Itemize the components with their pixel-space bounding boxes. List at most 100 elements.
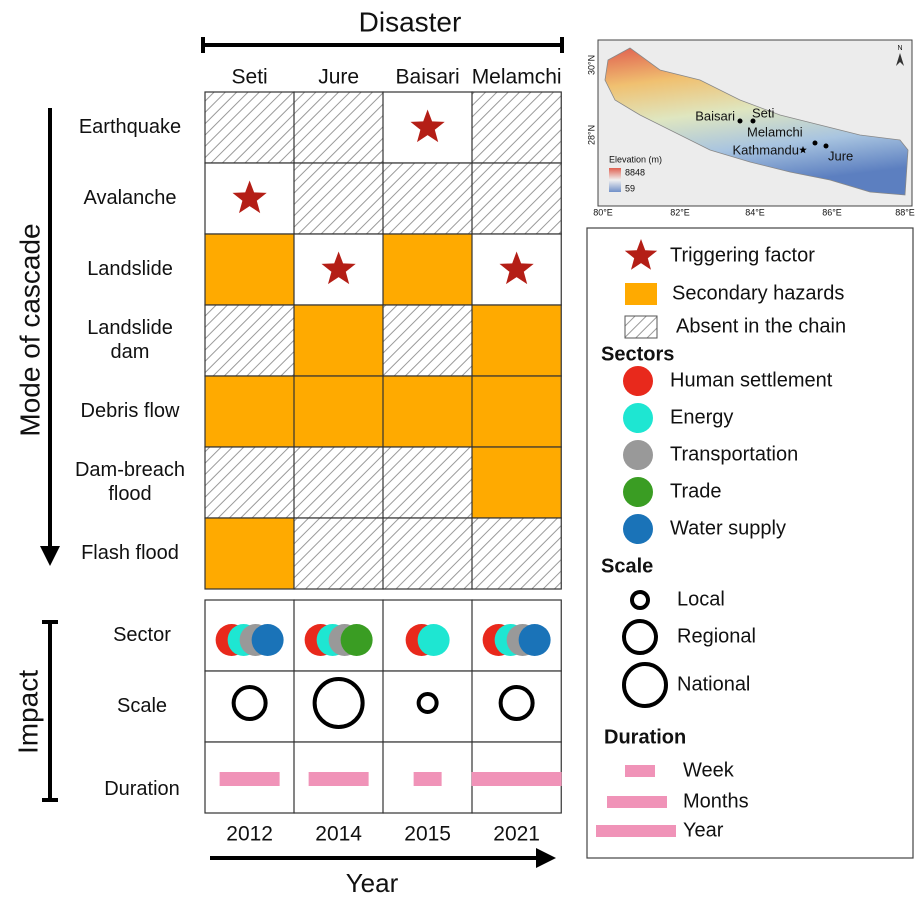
map-legend-max: 8848 xyxy=(625,167,645,177)
cell xyxy=(205,234,294,305)
map-lat: 28°N xyxy=(586,125,596,145)
cell xyxy=(383,376,472,447)
legend-bar xyxy=(607,796,667,808)
row-label: Scale xyxy=(117,695,167,717)
north-label: N xyxy=(897,45,902,52)
legend-ring xyxy=(632,592,648,608)
legend-bar xyxy=(596,825,676,837)
year-label: 2021 xyxy=(493,823,540,846)
diagram: Disaster Mode of cascade Impact Year Set… xyxy=(0,0,917,897)
star-icon xyxy=(625,239,657,270)
legend-label: Regional xyxy=(677,625,756,647)
axis-label: Mode of cascade xyxy=(14,223,45,436)
cell xyxy=(472,518,561,589)
cell xyxy=(472,671,561,742)
duration-bar xyxy=(309,772,369,786)
legend-title: Duration xyxy=(604,726,686,748)
legend-dot xyxy=(623,477,653,507)
cell xyxy=(383,671,472,742)
place-label: Melamchi xyxy=(747,124,803,139)
map-lon: 88°E xyxy=(895,207,915,217)
legend-label: Transportation xyxy=(670,443,798,465)
legend-label: Absent in the chain xyxy=(676,315,846,337)
column-header: Seti xyxy=(232,66,268,89)
sector-dot xyxy=(341,624,373,656)
sector-dot xyxy=(418,624,450,656)
cell xyxy=(472,376,561,447)
year-label: 2015 xyxy=(404,823,451,846)
axis-label: Year xyxy=(346,868,399,897)
legend-dot xyxy=(623,514,653,544)
legend-bar xyxy=(625,765,655,777)
elevation-scale xyxy=(609,168,621,192)
legend-label: Local xyxy=(677,588,725,610)
legend-ring xyxy=(624,621,656,653)
legend-label: Energy xyxy=(670,406,733,428)
map-legend-title: Elevation (m) xyxy=(609,154,662,164)
map-lon: 80°E xyxy=(593,207,613,217)
cell xyxy=(294,92,383,163)
row-label: Dam-breach xyxy=(75,459,185,481)
legend-label: Year xyxy=(683,819,724,841)
map-lon: 82°E xyxy=(670,207,690,217)
cell xyxy=(294,376,383,447)
cell xyxy=(294,163,383,234)
row-label: Avalanche xyxy=(83,187,176,209)
legend-ring xyxy=(624,664,666,706)
cell xyxy=(294,671,383,742)
place-label: Baisari xyxy=(695,108,735,123)
sector-dot xyxy=(252,624,284,656)
map-legend-min: 59 xyxy=(625,183,635,193)
row-label: dam xyxy=(111,341,150,363)
legend-label: National xyxy=(677,673,750,695)
row-label: Sector xyxy=(113,624,171,646)
year-label: 2012 xyxy=(226,823,273,846)
row-label: Flash flood xyxy=(81,542,179,564)
cell xyxy=(383,234,472,305)
legend-label: Secondary hazards xyxy=(672,282,844,304)
place-label: Kathmandu xyxy=(733,142,800,157)
cell xyxy=(205,305,294,376)
column-header: Jure xyxy=(318,66,359,89)
legend-dot xyxy=(623,440,653,470)
place-dot xyxy=(738,119,743,124)
duration-bar xyxy=(472,772,562,786)
row-label: Duration xyxy=(104,778,180,800)
year-label: 2014 xyxy=(315,823,362,846)
row-label: Landslide xyxy=(87,317,173,339)
legend-title: Sectors xyxy=(601,343,674,365)
cell xyxy=(205,376,294,447)
legend-label: Human settlement xyxy=(670,369,833,391)
legend-label: Triggering factor xyxy=(670,244,815,266)
cell xyxy=(383,305,472,376)
row-label: Debris flow xyxy=(81,400,180,422)
legend-label: Water supply xyxy=(670,517,786,539)
duration-bar xyxy=(414,772,442,786)
map-lat: 30°N xyxy=(586,55,596,75)
axis-label: Impact xyxy=(12,670,43,754)
cell xyxy=(383,518,472,589)
sector-dot xyxy=(519,624,551,656)
legend-title: Scale xyxy=(601,555,653,577)
cell xyxy=(205,447,294,518)
place-label: Jure xyxy=(828,148,853,163)
row-label: Earthquake xyxy=(79,116,181,138)
legend-label: Months xyxy=(683,790,749,812)
map-lon: 86°E xyxy=(822,207,842,217)
legend-label: Trade xyxy=(670,480,722,502)
cell xyxy=(472,305,561,376)
column-header: Baisari xyxy=(396,66,460,89)
header-title: Disaster xyxy=(359,6,462,37)
legend-label: Week xyxy=(683,759,735,781)
cell xyxy=(205,671,294,742)
cell xyxy=(294,305,383,376)
column-header: Melamchi xyxy=(472,66,562,89)
cell xyxy=(472,447,561,518)
cell xyxy=(294,518,383,589)
cell xyxy=(205,518,294,589)
cell xyxy=(383,447,472,518)
map-lon: 84°E xyxy=(745,207,765,217)
row-label: flood xyxy=(108,483,151,505)
legend-dot xyxy=(623,403,653,433)
cell xyxy=(294,447,383,518)
